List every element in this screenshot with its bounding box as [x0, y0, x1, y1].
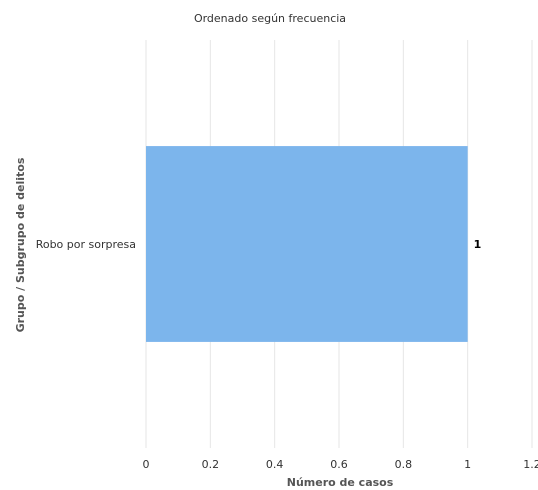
x-tick-label: 1 [464, 458, 471, 471]
data-label: 1 [474, 238, 482, 251]
x-tick-label: 0.6 [330, 458, 348, 471]
x-axis-title: Número de casos [287, 476, 394, 489]
x-tick-label: 0.2 [202, 458, 220, 471]
bar[interactable] [146, 146, 468, 342]
x-tick-label: 0 [143, 458, 150, 471]
y-axis-title: Grupo / Subgrupo de delitos [14, 157, 27, 332]
x-tick-label: 0.8 [395, 458, 413, 471]
chart-subtitle: Ordenado según frecuencia [194, 12, 346, 25]
labels: 0 0.2 0.4 0.6 0.8 1 1.2 Robo por sorpresa 1 [36, 238, 538, 471]
bars [146, 146, 468, 342]
x-tick-label: 1.2 [523, 458, 538, 471]
x-tick-label: 0.4 [266, 458, 284, 471]
category-label: Robo por sorpresa [36, 238, 136, 251]
